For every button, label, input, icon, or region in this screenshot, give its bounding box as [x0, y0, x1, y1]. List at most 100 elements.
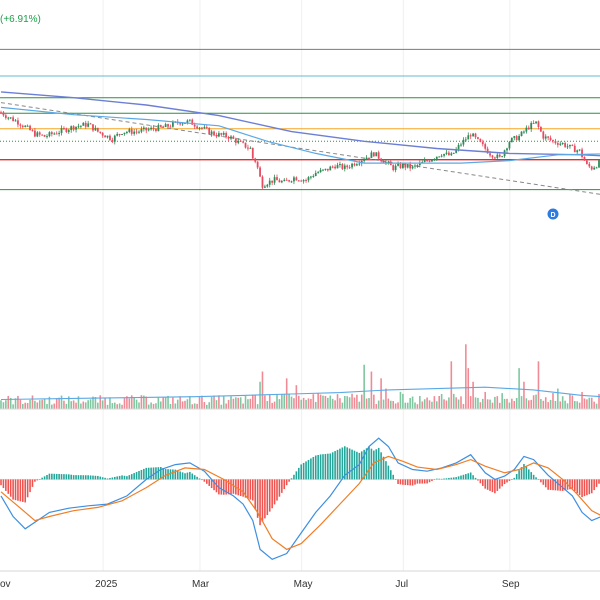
macd-histogram-bar [121, 475, 123, 480]
volume-bar [503, 398, 506, 409]
candle-body [329, 166, 332, 171]
macd-histogram-bar [557, 479, 559, 491]
macd-histogram-bar [341, 447, 344, 480]
macd-histogram-bar [172, 469, 174, 480]
macd-histogram-bar [99, 476, 102, 480]
macd-histogram-bar [465, 474, 467, 480]
candle-body [150, 127, 153, 130]
macd-histogram-bar [290, 478, 293, 480]
candle-body [169, 126, 172, 128]
volume-bar [460, 396, 462, 409]
candle-body [266, 184, 269, 187]
macd-histogram-bar [24, 479, 27, 503]
candle-body [414, 165, 416, 167]
candle-body [518, 135, 521, 141]
candle-body [251, 147, 254, 159]
macd-histogram-bar [406, 479, 409, 486]
macd-histogram-bar [26, 479, 29, 498]
macd-histogram-bar [126, 476, 128, 480]
candle-body [547, 136, 550, 138]
moving-average-fast [0, 106, 600, 164]
dividend-marker-label: D [550, 212, 555, 219]
macd-histogram-bar [31, 479, 34, 487]
candle-body [326, 168, 329, 171]
candle-body [208, 127, 211, 135]
macd-histogram-bar [498, 479, 501, 489]
volume-bar [208, 402, 211, 409]
volume-bar [273, 401, 276, 409]
macd-histogram-bar [261, 479, 264, 522]
candle-body [268, 180, 271, 185]
volume-bar [48, 396, 51, 409]
macd-histogram-bar [460, 475, 462, 480]
macd-histogram-bar [530, 472, 533, 480]
candle-body [450, 153, 453, 156]
volume-bar [348, 397, 351, 409]
volume-bar [319, 394, 322, 409]
candle-body [145, 127, 148, 131]
candle-body [319, 169, 322, 173]
macd-histogram-bar [201, 479, 203, 481]
volume-bar [143, 395, 145, 409]
volume-bar [271, 402, 273, 409]
candle-body [336, 164, 339, 169]
volume-bar [113, 402, 116, 409]
volume-bar [191, 404, 194, 409]
candle-body [278, 180, 281, 183]
volume-bar [242, 403, 244, 409]
macd-histogram-bar [193, 475, 196, 480]
macd-histogram-bar [322, 454, 324, 480]
volume-bar [227, 399, 230, 409]
macd-histogram-bar [215, 479, 218, 493]
volume-bar [489, 399, 491, 409]
volume-bar [278, 399, 281, 409]
candle-body [2, 112, 5, 116]
macd-histogram-bar [513, 477, 516, 480]
volume-bar [184, 400, 186, 409]
candle-body [162, 126, 165, 128]
candle-body [135, 131, 138, 133]
volume-bar [598, 394, 600, 409]
volume-bar [19, 399, 22, 409]
volume-bar [595, 403, 598, 409]
volume-bar [152, 403, 155, 409]
macd-histogram-bar [123, 475, 126, 480]
macd-histogram-bar [363, 449, 365, 480]
candle-body [113, 135, 116, 142]
candle-body [130, 129, 133, 134]
macd-histogram-bar [571, 479, 574, 489]
macd-histogram-bar [116, 476, 119, 480]
volume-bar [312, 394, 315, 409]
macd-histogram-bar [186, 472, 189, 480]
volume-bar [494, 396, 496, 409]
candle-body [355, 164, 358, 166]
candle-body [452, 152, 455, 154]
volume-bar [130, 395, 133, 409]
candle-body [205, 126, 208, 128]
candle-body [104, 135, 107, 138]
volume-pane [0, 344, 600, 409]
volume-bar [268, 394, 271, 409]
volume-bar [479, 402, 482, 409]
volume-bar [576, 401, 579, 409]
candle-body [237, 140, 240, 143]
candle-body [380, 158, 383, 162]
macd-histogram-bar [334, 451, 336, 480]
candle-body [331, 166, 334, 168]
volume-bar [525, 398, 528, 409]
candle-body [401, 163, 404, 168]
candle-body [421, 161, 424, 163]
macd-histogram-bar [271, 479, 273, 509]
volume-bar [87, 400, 89, 409]
volume-bar [293, 398, 295, 409]
candle-body [595, 167, 598, 169]
candle-body [537, 121, 540, 127]
macd-histogram-bar [36, 479, 39, 481]
volume-bar [84, 402, 87, 409]
macd-histogram-bar [48, 473, 51, 480]
candle-body [121, 134, 123, 136]
candle-body [157, 125, 160, 131]
candle-body [48, 132, 51, 137]
macd-histogram-bar [547, 479, 549, 490]
macd-histogram-bar [327, 453, 329, 480]
